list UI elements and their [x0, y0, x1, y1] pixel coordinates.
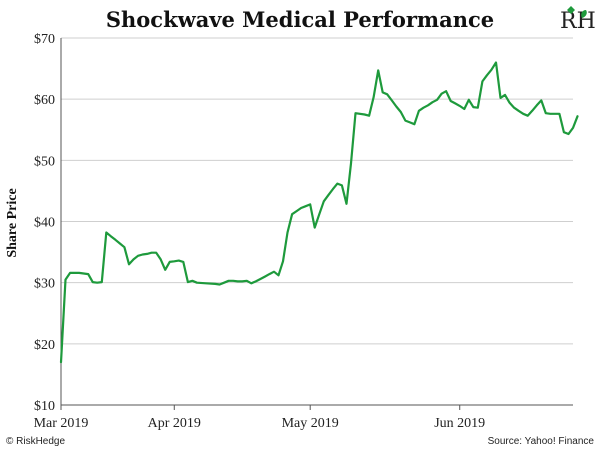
y-tick-label: $60 [34, 93, 55, 108]
y-axis-ticks: $10 $20 $30 $40 $50 $60 $70 [34, 32, 55, 414]
series-line-share-price [59, 61, 579, 364]
y-tick-label: $50 [34, 154, 55, 169]
logo-sprout-icon [581, 10, 587, 18]
source-text: Source: Yahoo! Finance [488, 436, 595, 447]
chart-title: Shockwave Medical Performance [106, 7, 494, 32]
copyright-text: © RiskHedge [6, 436, 65, 447]
y-tick-label: $70 [34, 32, 55, 47]
gridlines [61, 37, 573, 345]
y-tick-label: $20 [34, 338, 55, 353]
x-axis-ticks: Mar 2019 Apr 2019 May 2019 Jun 2019 [34, 405, 485, 431]
series-layer [59, 61, 579, 364]
y-axis-label: Share Price [5, 188, 20, 257]
x-tick-label: Jun 2019 [434, 416, 485, 431]
x-tick-label: Apr 2019 [148, 416, 201, 431]
y-tick-label: $10 [34, 399, 55, 414]
x-tick-label: May 2019 [282, 416, 339, 431]
y-tick-label: $30 [34, 277, 55, 292]
logo: RH [560, 6, 596, 34]
logo-leaf-icon [567, 6, 575, 14]
x-tick-label: Mar 2019 [34, 416, 89, 431]
logo-text: RH [560, 9, 596, 34]
y-tick-label: $40 [34, 216, 55, 231]
